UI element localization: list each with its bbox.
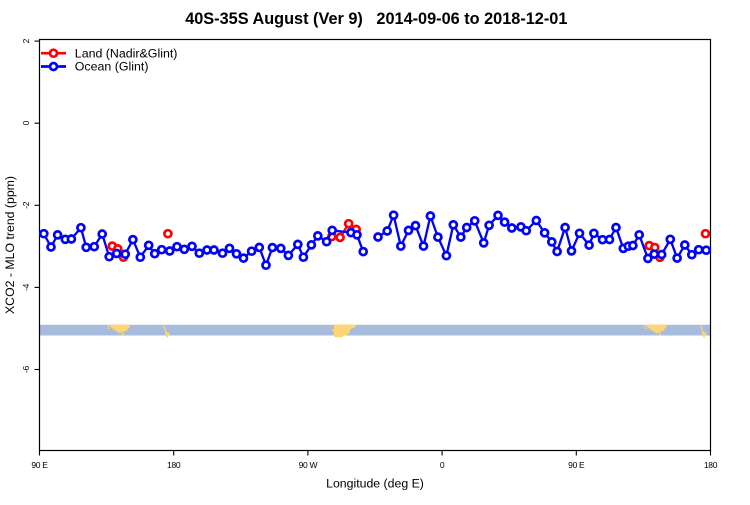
svg-text:0: 0	[21, 120, 31, 125]
svg-text:40S-35S August (Ver 9) 2014-: 40S-35S August (Ver 9) 2014-09-06 to 201…	[185, 10, 567, 28]
svg-text:-2: -2	[21, 201, 31, 209]
svg-text:0: 0	[440, 460, 445, 470]
svg-text:2: 2	[21, 38, 31, 43]
svg-text:Longitude (deg E): Longitude (deg E)	[326, 477, 424, 491]
svg-text:Ocean (Glint): Ocean (Glint)	[75, 60, 149, 74]
svg-text:-4: -4	[21, 283, 31, 291]
svg-text:90 E: 90 E	[568, 460, 585, 470]
svg-text:90 E: 90 E	[31, 460, 48, 470]
svg-text:180: 180	[704, 460, 718, 470]
svg-text:Land (Nadir&Glint): Land (Nadir&Glint)	[75, 46, 178, 60]
svg-text:180: 180	[167, 460, 181, 470]
svg-text:90 W: 90 W	[299, 460, 318, 470]
svg-text:XCO2 - MLO trend (ppm): XCO2 - MLO trend (ppm)	[3, 176, 17, 314]
svg-text:-6: -6	[21, 365, 31, 373]
